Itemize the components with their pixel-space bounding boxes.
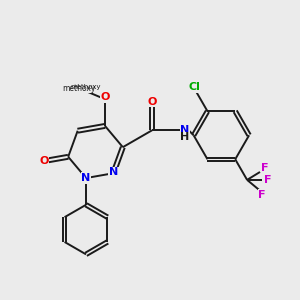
Text: O: O: [100, 92, 110, 102]
Text: N: N: [109, 167, 118, 177]
Text: F: F: [264, 175, 272, 185]
Text: O: O: [147, 97, 157, 106]
Text: N: N: [180, 125, 189, 135]
Text: F: F: [261, 163, 269, 173]
Text: H: H: [180, 132, 189, 142]
Text: N: N: [81, 173, 91, 183]
Text: F: F: [258, 190, 266, 200]
Text: methoxy: methoxy: [62, 84, 96, 93]
Text: Cl: Cl: [189, 82, 200, 92]
Text: methoxy: methoxy: [70, 84, 100, 90]
Text: O: O: [39, 156, 48, 166]
